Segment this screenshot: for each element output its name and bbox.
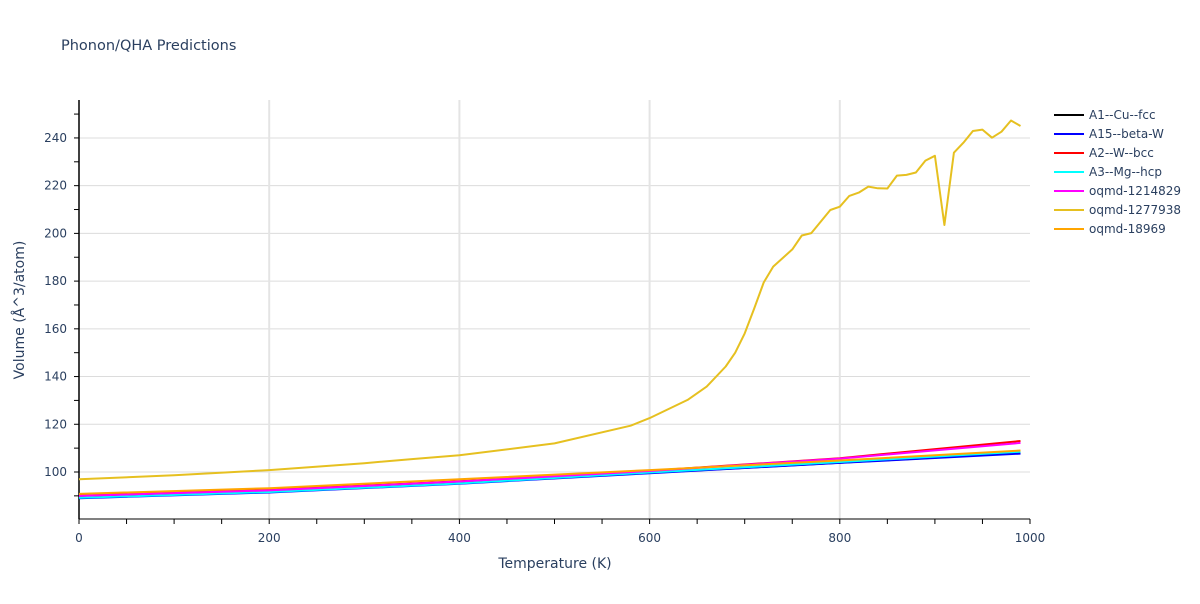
axes: 100 120 140 160 180 200 220 240 0 200 400 600 800 100… bbox=[44, 100, 1045, 545]
legend-item: oqmd-1214829 bbox=[1054, 184, 1181, 198]
y-tick-label: 160 bbox=[44, 322, 67, 336]
legend-label: oqmd-18969 bbox=[1089, 222, 1166, 236]
series-line-oqmd-18969 bbox=[78, 449, 1021, 495]
legend-item: A15--beta-W bbox=[1054, 127, 1164, 141]
series-line-oqmd-1277938 bbox=[78, 119, 1022, 481]
legend-label: oqmd-1277938 bbox=[1089, 203, 1181, 217]
legend-label: A2--W--bcc bbox=[1089, 146, 1154, 160]
series-line-oqmd-1214829 bbox=[78, 441, 1021, 497]
x-tick-label: 600 bbox=[638, 531, 661, 545]
x-tick-label: 1000 bbox=[1015, 531, 1046, 545]
legend-label: A1--Cu--fcc bbox=[1089, 108, 1156, 122]
chart-title: Phonon/QHA Predictions bbox=[61, 38, 236, 54]
x-axis-title: Temperature (K) bbox=[497, 556, 611, 572]
legend-item: oqmd-18969 bbox=[1054, 222, 1166, 236]
x-tick-label: 200 bbox=[258, 531, 281, 545]
legend-label: oqmd-1214829 bbox=[1089, 184, 1181, 198]
y-tick-label: 200 bbox=[44, 226, 67, 240]
legend-label: A3--Mg--hcp bbox=[1089, 165, 1162, 179]
series-lines bbox=[78, 119, 1022, 500]
y-tick-label: 220 bbox=[44, 179, 67, 193]
legend-label: A15--beta-W bbox=[1089, 127, 1164, 141]
y-axis-title: Volume (Å^3/atom) bbox=[11, 241, 28, 380]
legend-item: A2--W--bcc bbox=[1054, 146, 1154, 160]
gridlines bbox=[79, 100, 1030, 519]
x-tick-label: 0 bbox=[75, 531, 83, 545]
legend-item: oqmd-1277938 bbox=[1054, 203, 1181, 217]
y-tick-label: 120 bbox=[44, 417, 67, 431]
y-tick-label: 100 bbox=[44, 465, 67, 479]
y-tick-label: 240 bbox=[44, 131, 67, 145]
series-line-A2--W--bcc bbox=[78, 440, 1021, 497]
y-tick-label: 180 bbox=[44, 274, 67, 288]
x-tick-label: 800 bbox=[828, 531, 851, 545]
x-tick-label: 400 bbox=[448, 531, 471, 545]
series-line-A3--Mg--hcp bbox=[78, 450, 1021, 499]
legend-item: A3--Mg--hcp bbox=[1054, 165, 1162, 179]
y-tick-label: 140 bbox=[44, 370, 67, 384]
legend: A1--Cu--fcc A15--beta-W A2--W--bcc A3--Mg--… bbox=[1054, 108, 1181, 236]
legend-item: A1--Cu--fcc bbox=[1054, 108, 1156, 122]
